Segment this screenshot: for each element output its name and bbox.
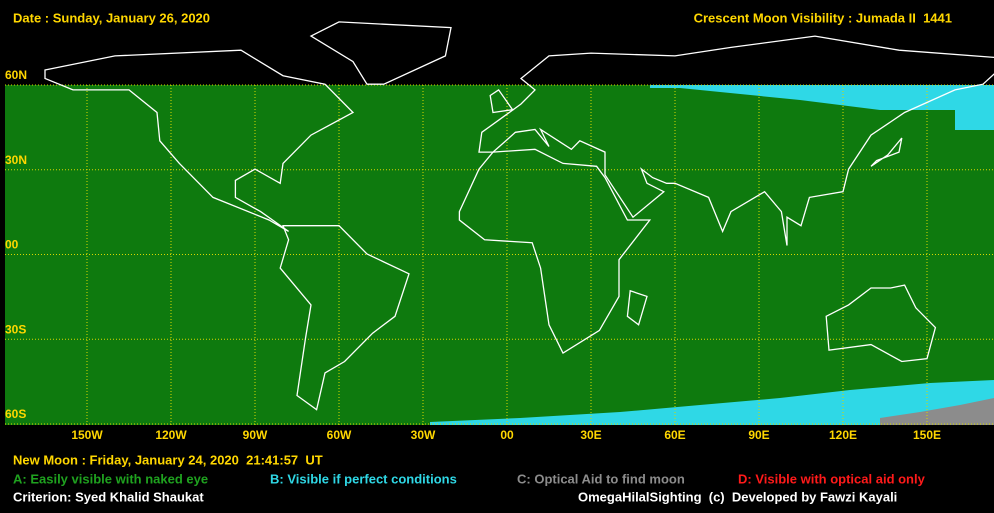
- lon-label: 120E: [829, 428, 857, 442]
- coastline: [825, 284, 937, 363]
- axis-labels: 60N 30N 00 30S 60S 150W 120W 90W 60W 30W 00 30E 60E 9…: [5, 68, 941, 442]
- coastline: [870, 137, 903, 167]
- lat-label: 30S: [5, 322, 26, 336]
- coastline: [279, 225, 410, 411]
- lon-label: 60E: [664, 428, 685, 442]
- coastlines: [44, 21, 994, 411]
- lat-label: 60S: [5, 407, 26, 421]
- lon-label: 150W: [71, 428, 103, 442]
- zone-a: [5, 85, 994, 425]
- lon-label: 00: [500, 428, 514, 442]
- zone-b: [650, 85, 994, 130]
- lat-label: 30N: [5, 153, 27, 167]
- new-moon-label: New Moon : Friday, January 24, 2020 21:4…: [13, 452, 323, 467]
- lon-label: 30W: [411, 428, 436, 442]
- lon-label: 120W: [155, 428, 187, 442]
- coastline: [309, 21, 452, 85]
- coastline: [44, 49, 355, 232]
- legend-entry: B: Visible if perfect conditions: [270, 471, 457, 486]
- legend-entry: A: Easily visible with naked eye: [13, 471, 208, 486]
- zone-b: [430, 380, 994, 425]
- lon-label: 60W: [327, 428, 352, 442]
- credit: OmegaHilalSighting (c) Developed by Fawz…: [578, 489, 897, 504]
- criterion: Criterion: Syed Khalid Shaukat: [13, 489, 204, 504]
- visibility-regions: [5, 85, 994, 425]
- lon-label: 90E: [748, 428, 769, 442]
- zone-c: [880, 398, 994, 425]
- date-label: Date : Sunday, January 26, 2020: [13, 10, 210, 25]
- map-title: Crescent Moon Visibility : Jumada II 144…: [694, 10, 952, 25]
- lat-label: 60N: [5, 68, 27, 82]
- legend-entry: D: Visible with optical aid only: [738, 471, 926, 486]
- coastline: [478, 35, 994, 246]
- coastline: [626, 289, 648, 326]
- lat-label: 00: [5, 238, 19, 252]
- lon-label: 150E: [913, 428, 941, 442]
- legend: A: Easily visible with naked eye B: Visib…: [13, 471, 926, 486]
- coastline: [458, 148, 652, 355]
- lon-label: 90W: [243, 428, 268, 442]
- lon-label: 30E: [580, 428, 601, 442]
- coastline: [489, 89, 514, 114]
- legend-entry: C: Optical Aid to find moon: [517, 471, 685, 486]
